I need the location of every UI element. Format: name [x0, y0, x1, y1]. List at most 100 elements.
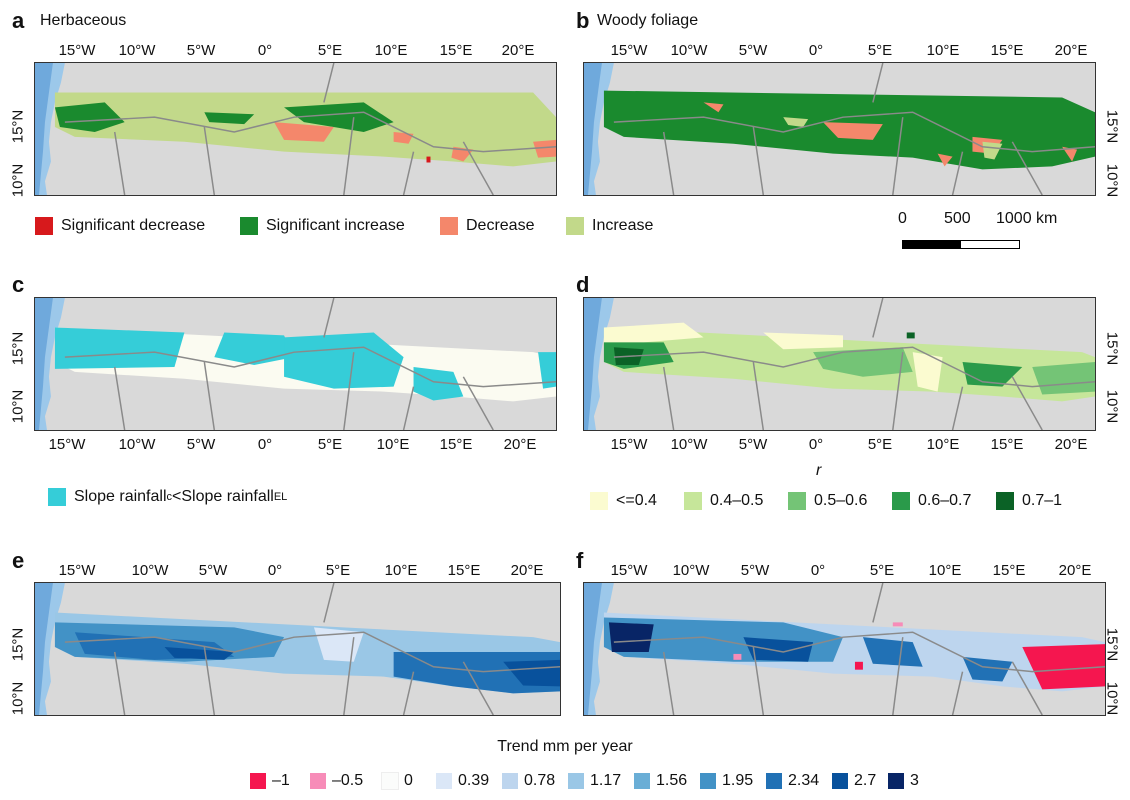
- legend-swatch: [502, 773, 518, 789]
- legend-label: 3: [910, 772, 919, 789]
- legend-ef: –1 –0.5 0 0.39 0.78 1.17 1.56 1.95 2.34 …: [250, 772, 950, 794]
- legend-label: Increase: [592, 217, 654, 234]
- lon-tick: 10°E: [928, 562, 962, 579]
- legend-swatch: [250, 773, 266, 789]
- panel-e-letter: e: [12, 548, 25, 573]
- panel-b-letter: b: [576, 8, 590, 33]
- legend-c-sub2: EL: [273, 491, 288, 503]
- legend-label: –0.5: [332, 772, 364, 789]
- lon-tick: 0°: [257, 42, 273, 59]
- lon-tick: 5°E: [867, 42, 893, 59]
- lon-tick: 5°W: [198, 562, 228, 579]
- legend-swatch: [766, 773, 782, 789]
- legend-d-item: 0.7–1: [996, 492, 1062, 510]
- lon-tick: 10°W: [672, 562, 710, 579]
- legend-ef-item: 1.17: [568, 772, 621, 790]
- legend-swatch: [310, 773, 326, 789]
- legend-ef-item: 0.39: [436, 772, 489, 790]
- lat-tick: 15°N: [1103, 109, 1121, 144]
- map-panel-a: [34, 62, 557, 196]
- lat-tick: 15°N: [1103, 331, 1121, 366]
- lon-tick: 15°E: [447, 562, 481, 579]
- lon-tick: 15°E: [439, 436, 473, 453]
- panel-d-letter: d: [576, 272, 590, 297]
- legend-ef-item: –1: [250, 772, 290, 790]
- panel-c-letter: c: [12, 272, 25, 297]
- legend-c-item: Slope rainfall c <Slope rainfall EL: [48, 488, 287, 506]
- lon-tick: 5°E: [325, 562, 351, 579]
- legend-ef-item: 2.7: [832, 772, 876, 790]
- legend-ef-item: 1.95: [700, 772, 753, 790]
- lat-tick: 15°N: [9, 109, 27, 144]
- lon-tick: 5°W: [186, 436, 216, 453]
- lon-tick: 15°W: [610, 42, 648, 59]
- lon-tick: 0°: [267, 562, 283, 579]
- legend-label: 0.6–0.7: [918, 492, 972, 509]
- map-panel-f: [583, 582, 1106, 716]
- panel-a-letter: a: [12, 8, 25, 33]
- lon-tick: 0°: [257, 436, 273, 453]
- legend-item-significant-decrease: Significant decrease: [35, 217, 205, 235]
- legend-swatch: [590, 492, 608, 510]
- lon-tick: 20°E: [503, 436, 537, 453]
- lon-tick: 5°E: [317, 42, 343, 59]
- lat-tick: 10°N: [1103, 163, 1121, 198]
- panel-d-bottom-ticks: 15°W 10°W 5°W 0° 5°E 10°E 15°E 20°E: [566, 436, 1126, 456]
- legend-d-title: r: [816, 462, 822, 479]
- lat-tick: 15°N: [1103, 627, 1121, 662]
- legend-c-sub1: c: [166, 491, 173, 503]
- lon-tick: 5°W: [738, 42, 768, 59]
- legend-item-significant-increase: Significant increase: [240, 217, 405, 235]
- panel-e-top-ticks: 15°W 10°W 5°W 0° 5°E 10°E 15°E 20°E: [0, 562, 560, 582]
- legend-swatch: [240, 217, 258, 235]
- lon-tick: 20°E: [1054, 436, 1088, 453]
- legend-swatch: [634, 773, 650, 789]
- legend-label: <=0.4: [616, 492, 657, 509]
- lat-tick: 15°N: [9, 331, 27, 366]
- panel-a-title: Herbaceous: [40, 12, 127, 29]
- legend-d-item: 0.5–0.6: [788, 492, 867, 510]
- legend-label: Decrease: [466, 217, 535, 234]
- lat-tick: 10°N: [9, 389, 27, 424]
- lon-tick: 5°W: [738, 436, 768, 453]
- legend-label: 0.39: [458, 772, 490, 789]
- lon-tick: 15°E: [990, 436, 1024, 453]
- legend-ef-item: 2.34: [766, 772, 819, 790]
- legend-swatch: [892, 492, 910, 510]
- lon-tick: 10°W: [670, 436, 708, 453]
- lon-tick: 10°E: [384, 562, 418, 579]
- legend-c-label-mid: <Slope rainfall: [172, 488, 274, 505]
- legend-swatch: [436, 773, 452, 789]
- legend-swatch: [684, 492, 702, 510]
- legend-d-item: 0.6–0.7: [892, 492, 971, 510]
- legend-label: Significant decrease: [61, 217, 206, 234]
- legend-swatch: [381, 772, 399, 790]
- legend-ef-item: –0.5: [310, 772, 363, 790]
- scalebar-label-500: 500: [944, 210, 971, 227]
- map-panel-c: [34, 297, 557, 431]
- lon-tick: 10°E: [926, 436, 960, 453]
- lon-tick: 20°E: [1054, 42, 1088, 59]
- panel-b-top-ticks: 15°W 10°W 5°W 0° 5°E 10°E 15°E 20°E: [566, 42, 1126, 62]
- legend-swatch: [832, 773, 848, 789]
- lon-tick: 15°W: [610, 436, 648, 453]
- scalebar-label-0: 0: [898, 210, 907, 227]
- lon-tick: 20°E: [1058, 562, 1092, 579]
- legend-label: 2.34: [788, 772, 820, 789]
- lon-tick: 15°W: [58, 42, 96, 59]
- legend-c-label-main: Slope rainfall: [74, 488, 167, 505]
- lon-tick: 10°W: [118, 42, 156, 59]
- legend-label: 0.5–0.6: [814, 492, 868, 509]
- scalebar: [902, 240, 1020, 249]
- legend-label: 1.95: [722, 772, 754, 789]
- lon-tick: 10°W: [670, 42, 708, 59]
- lon-tick: 20°E: [501, 42, 535, 59]
- lat-tick: 10°N: [9, 163, 27, 198]
- lon-tick: 10°E: [926, 42, 960, 59]
- lon-tick: 5°W: [740, 562, 770, 579]
- panel-c-bottom-ticks: 15°W 10°W 5°W 0° 5°E 10°E 15°E 20°E: [0, 436, 560, 456]
- legend-ef-item: 1.56: [634, 772, 687, 790]
- lat-tick: 10°N: [9, 681, 27, 716]
- legend-swatch: [996, 492, 1014, 510]
- legend-swatch: [566, 217, 584, 235]
